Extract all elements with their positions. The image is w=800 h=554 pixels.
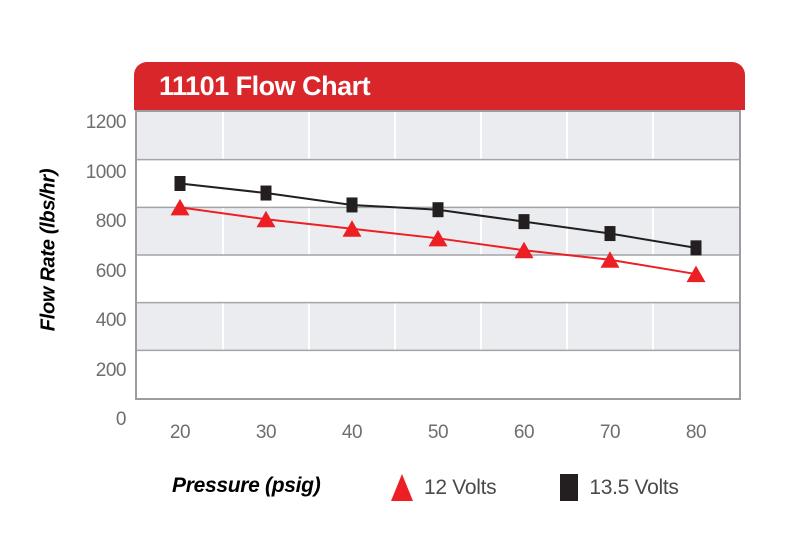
triangle-marker-icon <box>391 474 413 501</box>
plot-area <box>135 110 741 400</box>
plot-band <box>137 302 739 351</box>
x-tick-label: 70 <box>599 422 621 443</box>
x-tick-label: 60 <box>513 422 535 443</box>
legend: 12 Volts 13.5 Volts <box>391 474 679 501</box>
data-point-13-5-volts <box>518 214 530 230</box>
data-point-13-5-volts <box>690 240 702 256</box>
chart-title-banner: 11101 Flow Chart <box>134 62 745 110</box>
y-tick-label: 1200 <box>85 112 127 133</box>
x-tick-label: 40 <box>341 422 363 443</box>
plot-band <box>137 112 739 160</box>
x-axis-title: Pressure (psig) <box>172 474 321 497</box>
legend-item-12-volts: 12 Volts <box>391 474 497 501</box>
data-point-13-5-volts <box>260 185 272 201</box>
chart-title: 11101 Flow Chart <box>159 71 371 101</box>
x-tick-label: 30 <box>255 422 277 443</box>
y-tick-label: 400 <box>95 310 127 331</box>
legend-label: 12 Volts <box>424 475 497 499</box>
data-point-12-volts <box>514 241 534 259</box>
plot-band <box>137 159 739 208</box>
data-point-12-volts <box>256 210 276 228</box>
data-point-13-5-volts <box>604 226 616 242</box>
y-tick-label: 0 <box>115 409 127 430</box>
plot-band <box>137 255 739 303</box>
data-point-12-volts <box>170 198 190 216</box>
y-tick-label: 600 <box>95 260 127 282</box>
data-point-12-volts <box>428 229 448 247</box>
y-axis-title: Flow Rate (lbs/hr) <box>37 168 60 332</box>
data-point-12-volts <box>342 220 362 237</box>
y-tick-label: 1000 <box>85 161 127 183</box>
y-tick-label: 200 <box>95 359 127 381</box>
legend-item-13-5-volts: 13.5 Volts <box>560 474 679 501</box>
y-tick-label: 800 <box>95 211 127 232</box>
data-point-13-5-volts <box>174 176 186 191</box>
data-point-12-volts <box>686 265 706 283</box>
x-tick-label: 80 <box>685 422 707 443</box>
square-marker-icon <box>560 474 579 501</box>
plot-band <box>137 350 739 398</box>
x-tick-label: 50 <box>427 422 449 443</box>
chart-canvas <box>137 112 739 398</box>
data-point-13-5-volts <box>346 197 358 213</box>
data-point-13-5-volts <box>432 202 444 218</box>
data-point-12-volts <box>600 251 620 268</box>
legend-label: 13.5 Volts <box>589 475 679 499</box>
x-tick-label: 20 <box>169 422 191 443</box>
